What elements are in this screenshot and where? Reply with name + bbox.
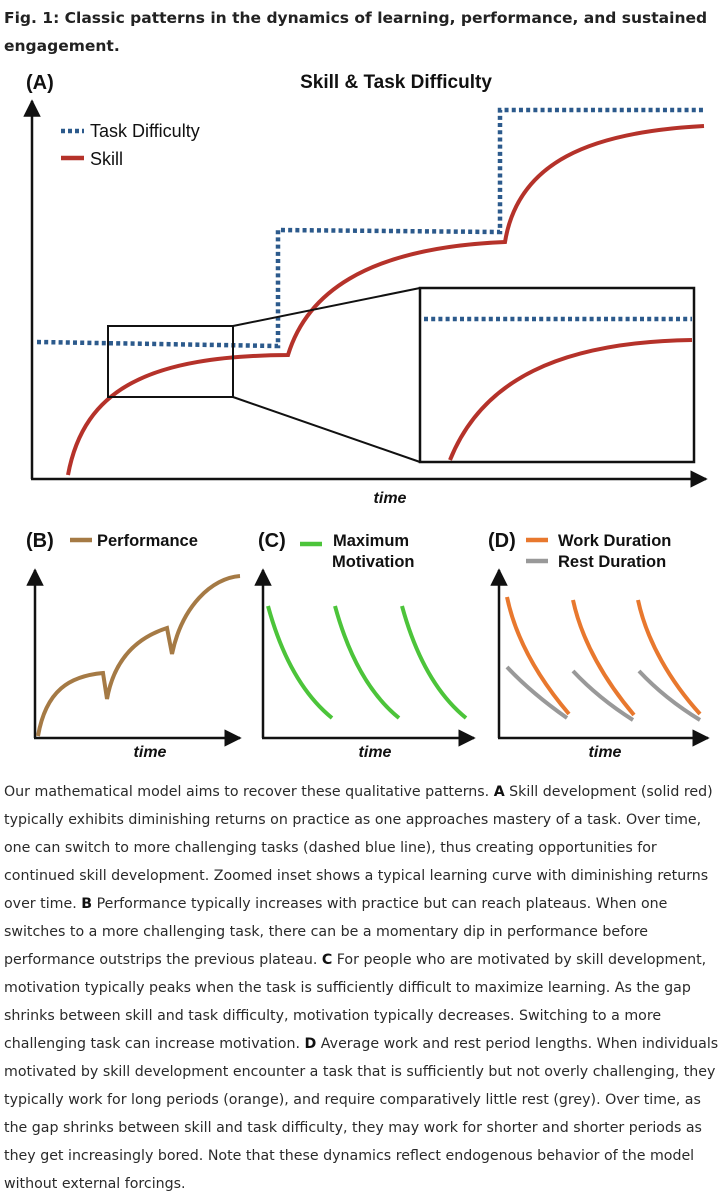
panel-a-x-label: time bbox=[374, 490, 407, 507]
panel-a-title: Skill & Task Difficulty bbox=[300, 72, 492, 93]
panel-c: (C) Maximum Motivation time bbox=[254, 530, 476, 761]
legend-motivation-label-line1: Maximum bbox=[333, 532, 409, 550]
caption-panel-ref: A bbox=[493, 784, 505, 800]
panel-a-letter: (A) bbox=[26, 72, 54, 94]
rest-duration-curve-3 bbox=[637, 669, 702, 722]
rest-duration-curve-2 bbox=[571, 669, 635, 722]
panel-c-x-label: time bbox=[359, 744, 392, 761]
caption-panel-ref: C bbox=[321, 952, 333, 968]
panel-c-letter: (C) bbox=[258, 530, 286, 552]
caption-text: Our mathematical model aims to recover t… bbox=[4, 784, 494, 800]
legend-performance-label: Performance bbox=[97, 532, 198, 550]
skill-curve bbox=[66, 124, 705, 476]
motivation-curve-2 bbox=[333, 605, 401, 720]
panel-b-x-label: time bbox=[134, 744, 167, 761]
panel-b: (B) Performance time bbox=[26, 530, 242, 761]
caption-text: For people who are motivated by skill de… bbox=[4, 952, 707, 1052]
legend-motivation-label-line2: Motivation bbox=[332, 553, 415, 571]
figure-title: Fig. 1: Classic patterns in the dynamics… bbox=[4, 9, 708, 55]
motivation-curve-3 bbox=[400, 605, 468, 720]
work-duration-curve-1 bbox=[505, 596, 571, 716]
work-duration-curve-2 bbox=[571, 599, 636, 717]
task-difficulty-line bbox=[36, 107, 704, 349]
inset-skill-curve bbox=[448, 338, 693, 461]
legend-skill-label: Skill bbox=[90, 149, 123, 169]
caption-panel-ref: D bbox=[304, 1036, 317, 1052]
legend-task-difficulty-label: Task Difficulty bbox=[90, 121, 200, 141]
legend-rest-label: Rest Duration bbox=[558, 553, 666, 571]
figure-caption: Our mathematical model aims to recover t… bbox=[4, 778, 728, 1198]
caption-text: Skill development (solid red) typically … bbox=[4, 784, 713, 912]
zoom-box bbox=[107, 325, 234, 398]
panel-a: (A) Skill & Task Difficulty Task Difficu… bbox=[23, 72, 708, 507]
panel-d-letter: (D) bbox=[488, 530, 516, 552]
panel-b-letter: (B) bbox=[26, 530, 54, 552]
panel-d-x-label: time bbox=[589, 744, 622, 761]
rest-duration-curve-1 bbox=[505, 665, 569, 720]
motivation-curve-1 bbox=[266, 605, 334, 720]
caption-panel-ref: B bbox=[81, 896, 93, 912]
caption-text: Performance typically increases with pra… bbox=[4, 896, 668, 968]
figure-panels: (A) Skill & Task Difficulty Task Difficu… bbox=[23, 72, 710, 761]
caption-text: Average work and rest period lengths. Wh… bbox=[4, 1036, 719, 1192]
performance-curve bbox=[36, 574, 241, 737]
work-duration-curve-3 bbox=[636, 599, 702, 716]
panel-d: (D) Work Duration Rest Duration time bbox=[488, 530, 710, 761]
zoom-connector-bottom bbox=[232, 396, 421, 463]
zoom-connector-top bbox=[232, 287, 421, 327]
legend-work-label: Work Duration bbox=[558, 532, 671, 550]
